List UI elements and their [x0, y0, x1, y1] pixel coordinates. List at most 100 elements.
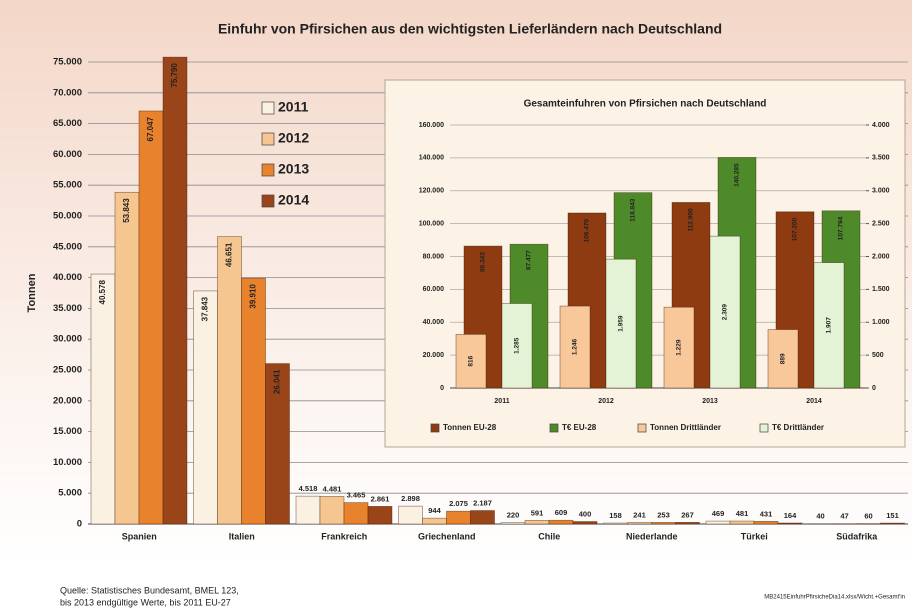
- bar: [573, 522, 597, 524]
- bar: [91, 274, 115, 524]
- legend-label: 2012: [278, 130, 309, 146]
- bar: [115, 192, 139, 524]
- y2-tick-label: 1.500: [872, 286, 890, 293]
- x-tick-label: Italien: [229, 531, 255, 541]
- value-label: 47: [840, 512, 848, 521]
- value-label: 253: [657, 510, 670, 519]
- bar: [218, 237, 242, 524]
- value-label: 2.075: [449, 499, 468, 508]
- bar: [368, 506, 392, 524]
- value-label: 75.790: [170, 63, 179, 88]
- legend-swatch: [638, 424, 646, 432]
- y-tick-label: 5.000: [58, 488, 82, 499]
- y2-tick-label: 2.000: [872, 253, 890, 260]
- y-tick-label: 70.000: [53, 87, 82, 98]
- x-tick-label: 2013: [702, 398, 718, 405]
- x-tick-label: Südafrika: [836, 531, 878, 541]
- source-note: bis 2013 endgültige Werte, bis 2011 EU-2…: [60, 597, 231, 607]
- footer: Quelle: Statistisches Bundesamt, BMEL 12…: [60, 585, 905, 607]
- value-label: 2.309: [722, 304, 729, 321]
- legend-label: 2014: [278, 192, 309, 208]
- y2-tick-label: 2.500: [872, 220, 890, 227]
- bar: [399, 506, 423, 524]
- bar: [163, 57, 187, 524]
- value-label: 1.285: [514, 337, 521, 354]
- value-label: 107.200: [792, 217, 799, 241]
- value-label: 469: [712, 509, 725, 518]
- y2-tick-label: 500: [872, 352, 884, 359]
- y-tick-label: 160.000: [419, 122, 444, 129]
- value-label: 40.578: [98, 279, 107, 304]
- y-tick-label: 140.000: [419, 155, 444, 162]
- value-label: 889: [780, 353, 787, 364]
- value-label: 67.047: [146, 116, 155, 141]
- legend-swatch: [431, 424, 439, 432]
- bar: [604, 523, 628, 524]
- bar: [423, 518, 447, 524]
- y-tick-label: 20.000: [53, 395, 82, 406]
- bar: [139, 111, 163, 524]
- bar: [501, 523, 525, 524]
- y-tick-label: 35.000: [53, 303, 82, 314]
- y-tick-label: 55.000: [53, 180, 82, 191]
- y-tick-label: 0: [440, 385, 444, 392]
- value-label: 4.518: [299, 484, 318, 493]
- value-label: 1.907: [826, 317, 833, 334]
- value-label: 164: [784, 511, 797, 520]
- y2-tick-label: 4.000: [872, 122, 890, 129]
- value-label: 2.187: [473, 499, 492, 508]
- y-tick-label: 15.000: [53, 426, 82, 437]
- y-tick-label: 20.000: [423, 352, 445, 359]
- value-label: 241: [633, 510, 646, 519]
- bar: [447, 511, 471, 524]
- value-label: 26.041: [273, 369, 282, 394]
- bar: [706, 521, 730, 524]
- y-tick-label: 60.000: [423, 286, 445, 293]
- y-tick-label: 45.000: [53, 241, 82, 252]
- value-label: 816: [468, 355, 475, 366]
- x-tick-label: Chile: [538, 531, 560, 541]
- value-label: 107.794: [838, 216, 845, 240]
- inset-chart: Gesamteinfuhren von Pfirsichen nach Deut…: [385, 80, 905, 447]
- y-tick-label: 60.000: [53, 149, 82, 160]
- legend-swatch: [262, 195, 274, 207]
- y-tick-label: 65.000: [53, 118, 82, 129]
- y-tick-label: 40.000: [53, 272, 82, 283]
- legend-label: T€ Drittländer: [772, 423, 824, 432]
- value-label: 481: [736, 509, 749, 518]
- value-label: 220: [507, 511, 520, 520]
- y-axis-title: Tonnen: [26, 273, 38, 312]
- value-label: 944: [428, 506, 441, 515]
- legend-swatch: [262, 133, 274, 145]
- bar: [676, 522, 700, 524]
- y2-tick-label: 0: [872, 385, 876, 392]
- bar: [628, 523, 652, 524]
- y-tick-label: 40.000: [423, 319, 445, 326]
- bar: [194, 291, 218, 524]
- value-label: 2.898: [401, 494, 420, 503]
- legend-swatch: [550, 424, 558, 432]
- y-tick-label: 100.000: [419, 220, 444, 227]
- chart-title: Einfuhr von Pfirsichen aus den wichtigst…: [218, 21, 722, 37]
- value-label: 591: [531, 508, 544, 517]
- bar: [344, 503, 368, 524]
- y-tick-label: 75.000: [53, 57, 82, 68]
- value-label: 37.843: [201, 296, 210, 321]
- bar: [242, 278, 266, 524]
- source-note: Quelle: Statistisches Bundesamt, BMEL 12…: [60, 585, 239, 595]
- x-tick-label: 2011: [494, 398, 509, 405]
- value-label: 1.959: [618, 315, 625, 332]
- legend-label: T€ EU-28: [562, 423, 597, 432]
- x-tick-label: Niederlande: [626, 531, 678, 541]
- y-tick-label: 10.000: [53, 457, 82, 468]
- bar: [730, 521, 754, 524]
- value-label: 106.470: [584, 219, 591, 243]
- y2-tick-label: 3.000: [872, 188, 890, 195]
- file-note: MB2415EinfuhrPfirsicheDia14.xlsx/Wicht.+…: [764, 595, 905, 601]
- value-label: 39.910: [249, 284, 258, 309]
- bar: [296, 496, 320, 524]
- legend-label: 2013: [278, 161, 309, 177]
- value-label: 4.481: [323, 484, 342, 493]
- x-tick-label: 2014: [806, 398, 822, 405]
- bar: [320, 496, 344, 524]
